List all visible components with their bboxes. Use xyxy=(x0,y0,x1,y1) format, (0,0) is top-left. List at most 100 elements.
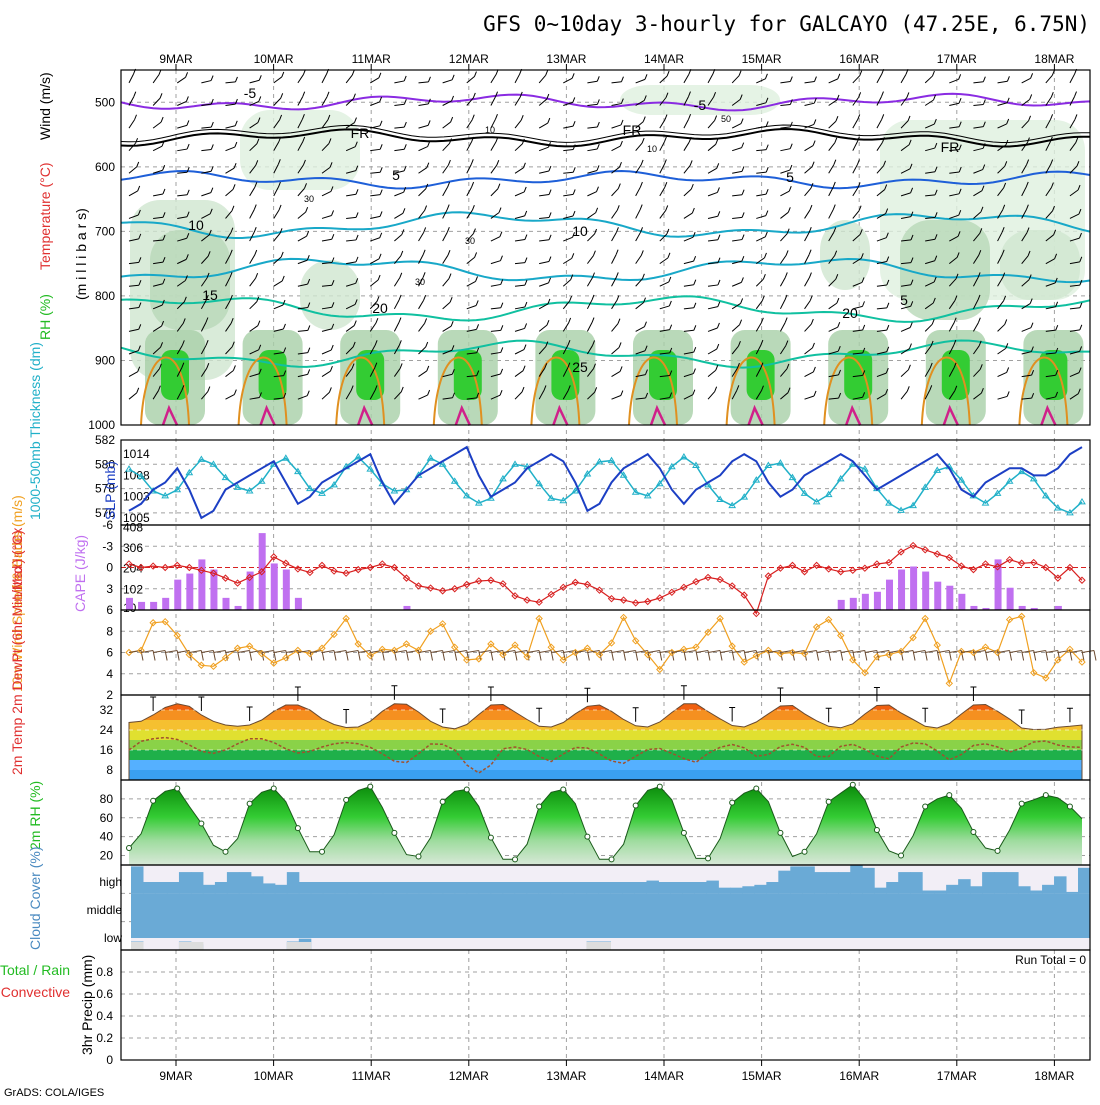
wind-barb xyxy=(1021,99,1030,106)
wind-barb-flag xyxy=(934,166,938,172)
wind-barb-flag xyxy=(472,92,476,99)
wind-barb-flag xyxy=(931,70,935,77)
cloud-cat-low: low xyxy=(104,931,122,945)
wind-barb-flag xyxy=(352,341,356,348)
wind-barb xyxy=(852,75,861,84)
wind-barb-flag xyxy=(232,184,236,190)
wind-barb xyxy=(200,367,208,377)
wind-barb xyxy=(659,352,670,355)
rh-point xyxy=(1066,803,1073,810)
thickness-point xyxy=(330,480,338,488)
wind-barb-flag xyxy=(210,166,214,172)
cloud-high-bar xyxy=(766,882,779,894)
wind-barb xyxy=(924,345,932,355)
wind-barb-flag xyxy=(548,165,552,172)
thickness-point xyxy=(776,459,785,466)
wind-barb xyxy=(1021,279,1030,287)
wind-barb xyxy=(1045,258,1055,265)
cloud-high-bar xyxy=(131,866,144,894)
wind-barb-flag xyxy=(138,257,142,263)
cape-bar xyxy=(1006,587,1014,610)
wind-barb-flag xyxy=(666,70,670,77)
wind-barb xyxy=(720,650,733,653)
cloud-high-bar xyxy=(358,882,372,894)
li-point xyxy=(270,553,278,561)
wind-speed-point xyxy=(487,640,495,648)
rh-point xyxy=(680,829,687,836)
cloud-label: Cloud Cover (%) xyxy=(27,847,43,950)
wind-barb-flag xyxy=(162,278,166,284)
wind-barb xyxy=(539,650,552,653)
wind-barb-flag xyxy=(206,272,210,279)
wind-barb xyxy=(418,370,428,378)
wind-barb xyxy=(731,281,742,287)
wind-barb xyxy=(732,147,742,152)
wind-barb xyxy=(756,78,766,84)
wind-barb xyxy=(828,650,841,653)
wind-barb-flag xyxy=(210,121,214,128)
wind-barb xyxy=(924,75,933,84)
wind-barb xyxy=(659,397,670,400)
wind-barb xyxy=(200,322,207,332)
wind-barb-flag xyxy=(328,387,332,393)
wind-barb-flag xyxy=(688,114,692,120)
wind-barb-flag xyxy=(1074,114,1078,120)
wind-barb xyxy=(370,237,380,242)
date-label-top: 9MAR xyxy=(159,52,193,66)
wind-barb-flag xyxy=(765,166,769,173)
wind-barb xyxy=(273,141,280,151)
wind-barb-flag xyxy=(547,117,551,124)
wind-barb xyxy=(828,186,834,197)
wind-barb-flag xyxy=(1006,367,1010,373)
cape-bar xyxy=(234,605,242,610)
li-point xyxy=(885,558,893,567)
rh-point xyxy=(439,798,446,805)
wind-barb-flag xyxy=(500,368,504,375)
wind-barb xyxy=(611,277,617,287)
rh-shading-high xyxy=(649,350,677,400)
wind-barb xyxy=(852,305,863,310)
wind-speed-point xyxy=(656,665,664,674)
wind-barb xyxy=(707,143,717,152)
li-point xyxy=(933,550,941,558)
li-point xyxy=(426,584,435,592)
wind-barb xyxy=(418,146,428,152)
wind-speed-point xyxy=(1042,674,1050,682)
rh-point xyxy=(198,820,205,827)
wind-speed-point xyxy=(897,647,905,656)
wind-speed-point xyxy=(583,644,592,652)
wind-barb xyxy=(587,148,598,152)
surface-temp-arc xyxy=(140,356,190,426)
thickness-point xyxy=(860,465,869,472)
wind-barb xyxy=(900,192,911,197)
wind-barb xyxy=(562,390,569,400)
wind-barb xyxy=(539,239,550,242)
wind-barb xyxy=(611,166,620,174)
cloud-high-bar xyxy=(658,882,671,894)
wind-barb-flag xyxy=(471,204,475,211)
wind-barb xyxy=(442,349,453,355)
wind-barb-flag xyxy=(524,279,528,286)
slp-tick-label: 1005 xyxy=(123,511,150,525)
wind-barb-flag xyxy=(546,93,550,100)
run-total-label: Run Total = 0 xyxy=(1015,953,1086,967)
wind-barb-flag xyxy=(1026,159,1030,165)
wind-barb-flag xyxy=(615,272,619,278)
wind-barb xyxy=(153,261,164,265)
cloud-high-bar xyxy=(1030,890,1043,894)
wind-barb xyxy=(128,261,139,265)
wind-barb-flag xyxy=(693,279,697,285)
wind-barb-flag xyxy=(955,273,959,279)
wind-barb xyxy=(333,650,347,653)
rh2m-label: 2m RH (%) xyxy=(27,781,43,850)
wind-speed-point xyxy=(885,650,893,659)
wind-barb xyxy=(128,214,139,219)
wind-barb xyxy=(997,254,1003,264)
rh-point xyxy=(608,856,615,863)
wind-speed-point xyxy=(812,623,821,631)
wind-barb xyxy=(321,166,331,174)
li-point xyxy=(535,598,543,606)
cape-bar xyxy=(970,605,978,610)
thickness-tick-label: 578 xyxy=(95,482,115,496)
wind-barb-flag xyxy=(982,121,986,127)
